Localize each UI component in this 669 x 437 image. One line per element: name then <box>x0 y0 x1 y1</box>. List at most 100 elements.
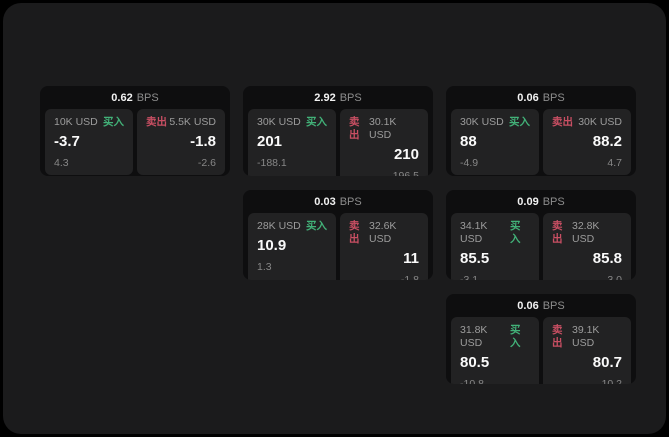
quotes-panel: 0.62 BPS 10K USD 买入 -3.7 4.3 卖出 5.5K USD… <box>3 3 666 434</box>
sell-sub-value: -2.6 <box>197 157 216 169</box>
card-header: 0.06 BPS <box>446 294 636 317</box>
sell-price: 85.8 <box>592 250 622 267</box>
quote-card: 0.06 BPS 30K USD 买入 88 -4.9 卖出 30K USD 8… <box>446 86 636 176</box>
buy-sub-value: -188.1 <box>257 157 287 169</box>
bps-value: 2.92 <box>314 91 336 104</box>
buy-sub-value: -10.8 <box>460 378 484 384</box>
card-body: 34.1K USD 买入 85.5 -3.1 卖出 32.8K USD 85.8… <box>446 213 636 280</box>
buy-side-label: 买入 <box>306 220 327 232</box>
buy-price: -3.7 <box>54 133 80 150</box>
sell-sub-value: -1.8 <box>400 274 419 280</box>
buy-amount: 31.8K USD <box>460 324 488 349</box>
buy-side-label: 买入 <box>510 220 521 245</box>
buy-amount: 28K USD <box>257 220 301 232</box>
bps-unit-label: BPS <box>542 195 565 208</box>
buy-side-label: 买入 <box>509 116 530 128</box>
sell-quote-tile[interactable]: 卖出 30.1K USD 210 196.5 <box>340 109 428 176</box>
card-header: 0.09 BPS <box>446 190 636 213</box>
card-header: 0.03 BPS <box>243 190 433 213</box>
card-header: 2.92 BPS <box>243 86 433 109</box>
sell-price: -1.8 <box>190 133 216 150</box>
bps-unit-label: BPS <box>542 299 565 312</box>
card-body: 28K USD 买入 10.9 1.3 卖出 32.6K USD 11 -1.8 <box>243 213 433 280</box>
buy-side-label: 买入 <box>510 324 521 349</box>
buy-sub-value: 1.3 <box>257 261 272 273</box>
quote-card: 2.92 BPS 30K USD 买入 201 -188.1 卖出 30.1K … <box>243 86 433 176</box>
sell-side-label: 卖出 <box>146 116 167 128</box>
sell-side-label: 卖出 <box>552 324 563 349</box>
card-body: 30K USD 买入 88 -4.9 卖出 30K USD 88.2 4.7 <box>446 109 636 176</box>
buy-quote-tile[interactable]: 30K USD 买入 201 -188.1 <box>248 109 336 176</box>
sell-tile-header: 卖出 39.1K USD <box>552 324 622 350</box>
buy-amount: 34.1K USD <box>460 220 488 245</box>
bps-value: 0.06 <box>517 91 539 104</box>
card-header: 0.06 BPS <box>446 86 636 109</box>
sell-amount: 32.8K USD <box>571 220 600 245</box>
buy-tile-header: 30K USD 买入 <box>460 116 530 129</box>
buy-sub-value: 4.3 <box>54 157 69 169</box>
sell-price: 80.7 <box>592 354 622 371</box>
bps-value: 0.62 <box>111 91 133 104</box>
buy-tile-header: 28K USD 买入 <box>257 220 327 233</box>
sell-side-label: 卖出 <box>349 220 360 245</box>
buy-tile-header: 31.8K USD 买入 <box>460 324 530 350</box>
bps-value: 0.06 <box>517 299 539 312</box>
bps-unit-label: BPS <box>542 91 565 104</box>
buy-tile-header: 30K USD 买入 <box>257 116 327 129</box>
sell-sub-value: 10.2 <box>601 378 622 384</box>
buy-tile-header: 10K USD 买入 <box>54 116 124 129</box>
sell-quote-tile[interactable]: 卖出 39.1K USD 80.7 10.2 <box>543 317 631 384</box>
sell-amount: 39.1K USD <box>571 324 600 349</box>
buy-price: 201 <box>257 133 283 150</box>
buy-amount: 10K USD <box>54 116 98 128</box>
sell-sub-value: 3.0 <box>607 274 622 280</box>
sell-quote-tile[interactable]: 卖出 32.8K USD 85.8 3.0 <box>543 213 631 280</box>
quote-cards-grid: 0.62 BPS 10K USD 买入 -3.7 4.3 卖出 5.5K USD… <box>40 86 636 384</box>
buy-price: 10.9 <box>257 237 287 254</box>
quote-card: 0.09 BPS 34.1K USD 买入 85.5 -3.1 卖出 32.8K… <box>446 190 636 280</box>
sell-amount: 32.6K USD <box>368 220 397 245</box>
buy-quote-tile[interactable]: 10K USD 买入 -3.7 4.3 <box>45 109 133 175</box>
buy-price: 85.5 <box>460 250 490 267</box>
buy-tile-header: 34.1K USD 买入 <box>460 220 530 246</box>
sell-tile-header: 卖出 30.1K USD <box>349 116 419 142</box>
buy-price: 80.5 <box>460 354 490 371</box>
buy-quote-tile[interactable]: 34.1K USD 买入 85.5 -3.1 <box>451 213 539 280</box>
bps-unit-label: BPS <box>339 195 362 208</box>
sell-tile-header: 卖出 30K USD <box>552 116 622 129</box>
buy-side-label: 买入 <box>306 116 327 128</box>
sell-quote-tile[interactable]: 卖出 32.6K USD 11 -1.8 <box>340 213 428 280</box>
buy-quote-tile[interactable]: 28K USD 买入 10.9 1.3 <box>248 213 336 280</box>
buy-quote-tile[interactable]: 30K USD 买入 88 -4.9 <box>451 109 539 175</box>
sell-tile-header: 卖出 32.6K USD <box>349 220 419 246</box>
sell-sub-value: 196.5 <box>392 170 419 176</box>
buy-amount: 30K USD <box>257 116 301 128</box>
sell-amount: 30.1K USD <box>368 116 397 141</box>
sell-price: 88.2 <box>592 133 622 150</box>
bps-unit-label: BPS <box>136 91 159 104</box>
sell-side-label: 卖出 <box>552 116 573 128</box>
buy-sub-value: -3.1 <box>460 274 479 280</box>
buy-quote-tile[interactable]: 31.8K USD 买入 80.5 -10.8 <box>451 317 539 384</box>
card-header: 0.62 BPS <box>40 86 230 109</box>
sell-quote-tile[interactable]: 卖出 30K USD 88.2 4.7 <box>543 109 631 175</box>
card-body: 30K USD 买入 201 -188.1 卖出 30.1K USD 210 1… <box>243 109 433 176</box>
bps-value: 0.09 <box>517 195 539 208</box>
buy-sub-value: -4.9 <box>460 157 479 169</box>
quote-card: 0.03 BPS 28K USD 买入 10.9 1.3 卖出 32.6K US… <box>243 190 433 280</box>
sell-side-label: 卖出 <box>552 220 563 245</box>
bps-unit-label: BPS <box>339 91 362 104</box>
card-body: 10K USD 买入 -3.7 4.3 卖出 5.5K USD -1.8 -2.… <box>40 109 230 176</box>
sell-quote-tile[interactable]: 卖出 5.5K USD -1.8 -2.6 <box>137 109 225 175</box>
sell-price: 11 <box>403 250 419 267</box>
sell-amount: 5.5K USD <box>169 116 216 128</box>
buy-price: 88 <box>460 133 477 150</box>
sell-amount: 30K USD <box>578 116 622 128</box>
buy-amount: 30K USD <box>460 116 504 128</box>
buy-side-label: 买入 <box>103 116 124 128</box>
card-body: 31.8K USD 买入 80.5 -10.8 卖出 39.1K USD 80.… <box>446 317 636 384</box>
sell-tile-header: 卖出 32.8K USD <box>552 220 622 246</box>
sell-tile-header: 卖出 5.5K USD <box>146 116 216 129</box>
quote-card: 0.06 BPS 31.8K USD 买入 80.5 -10.8 卖出 39.1… <box>446 294 636 384</box>
sell-price: 210 <box>393 146 419 163</box>
